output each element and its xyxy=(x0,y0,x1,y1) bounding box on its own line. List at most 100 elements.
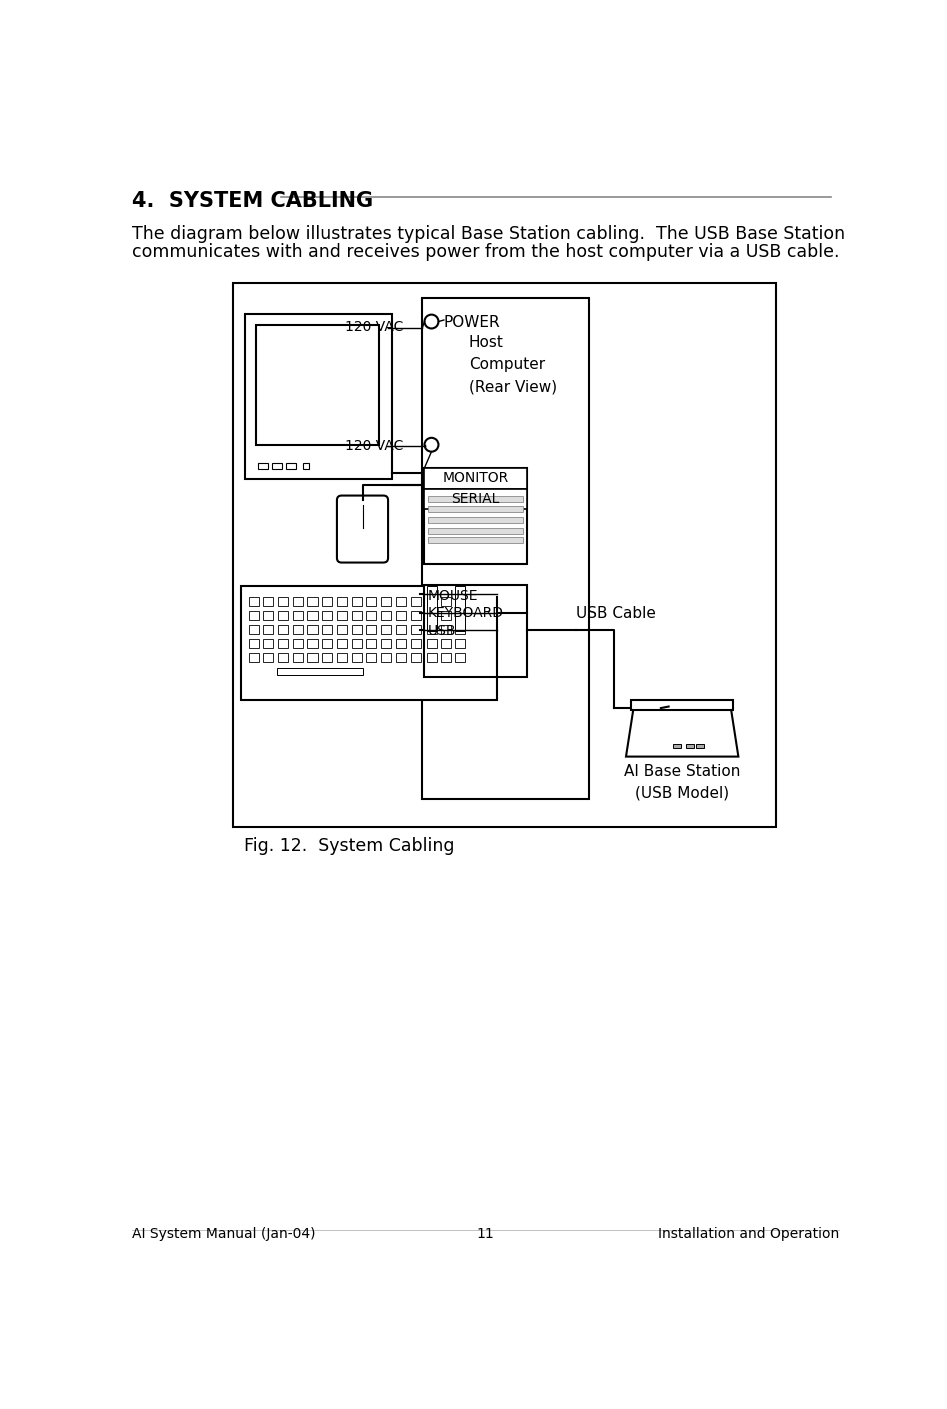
Bar xyxy=(263,626,274,634)
Bar xyxy=(278,626,288,634)
Text: POWER: POWER xyxy=(444,314,501,330)
Text: MONITOR: MONITOR xyxy=(442,471,509,485)
Bar xyxy=(396,652,406,662)
Bar xyxy=(322,597,332,606)
Bar xyxy=(337,597,347,606)
Bar xyxy=(322,638,332,648)
Bar xyxy=(308,638,317,648)
Bar xyxy=(248,597,259,606)
Bar xyxy=(272,464,282,469)
Bar xyxy=(411,652,420,662)
Bar xyxy=(381,612,391,620)
Bar xyxy=(440,626,451,634)
Circle shape xyxy=(424,314,438,328)
Bar xyxy=(233,283,776,827)
Bar xyxy=(381,652,391,662)
Text: 120 VAC: 120 VAC xyxy=(346,438,403,452)
Bar xyxy=(427,638,437,648)
Bar xyxy=(423,585,527,678)
Bar xyxy=(303,464,309,469)
Bar xyxy=(263,652,274,662)
Bar xyxy=(278,597,288,606)
Bar xyxy=(455,597,465,606)
Bar xyxy=(248,626,259,634)
Bar xyxy=(396,597,406,606)
Bar xyxy=(337,612,347,620)
Bar xyxy=(411,612,420,620)
Bar xyxy=(263,612,274,620)
Bar xyxy=(351,612,362,620)
Bar xyxy=(366,652,377,662)
Text: Fig. 12.  System Cabling: Fig. 12. System Cabling xyxy=(244,837,455,855)
Bar xyxy=(244,314,392,479)
Bar xyxy=(277,668,363,675)
Text: 4.  SYSTEM CABLING: 4. SYSTEM CABLING xyxy=(133,190,373,210)
Bar xyxy=(440,638,451,648)
Bar xyxy=(293,652,303,662)
Bar xyxy=(427,586,437,631)
Bar xyxy=(366,612,377,620)
Bar xyxy=(396,638,406,648)
Bar xyxy=(686,744,694,748)
Bar xyxy=(423,489,527,510)
Bar xyxy=(351,652,362,662)
Bar xyxy=(455,612,465,620)
Bar xyxy=(440,597,451,606)
Text: USB: USB xyxy=(428,624,456,638)
Bar xyxy=(428,506,523,513)
Bar xyxy=(427,612,437,620)
Bar xyxy=(248,652,259,662)
Bar xyxy=(278,652,288,662)
Text: AI System Manual (Jan-04): AI System Manual (Jan-04) xyxy=(133,1227,316,1241)
Bar xyxy=(322,652,332,662)
Bar xyxy=(286,464,295,469)
Bar xyxy=(440,652,451,662)
Bar xyxy=(455,626,465,634)
Bar xyxy=(411,597,420,606)
Bar xyxy=(257,325,379,445)
Bar xyxy=(672,744,681,748)
FancyBboxPatch shape xyxy=(337,496,388,562)
Text: 120 VAC: 120 VAC xyxy=(346,320,403,334)
Text: USB Cable: USB Cable xyxy=(576,606,655,621)
Bar xyxy=(411,638,420,648)
Bar xyxy=(428,537,523,544)
Bar xyxy=(396,612,406,620)
Bar xyxy=(428,528,523,534)
Bar xyxy=(366,626,377,634)
Bar xyxy=(351,597,362,606)
Bar xyxy=(308,652,317,662)
Text: communicates with and receives power from the host computer via a USB cable.: communicates with and receives power fro… xyxy=(133,242,840,261)
Bar xyxy=(396,626,406,634)
Bar xyxy=(422,299,589,799)
Bar xyxy=(351,626,362,634)
Bar xyxy=(423,468,527,564)
Bar xyxy=(427,626,437,634)
Bar xyxy=(411,626,420,634)
Bar xyxy=(263,638,274,648)
Bar xyxy=(366,638,377,648)
Bar xyxy=(381,626,391,634)
Bar xyxy=(455,652,465,662)
Bar xyxy=(293,638,303,648)
Bar xyxy=(322,626,332,634)
Text: SERIAL: SERIAL xyxy=(451,492,499,506)
Bar xyxy=(293,626,303,634)
Bar xyxy=(455,586,465,631)
Bar xyxy=(455,638,465,648)
Bar xyxy=(427,652,437,662)
Bar xyxy=(696,744,705,748)
Bar xyxy=(381,597,391,606)
Bar xyxy=(293,612,303,620)
Bar xyxy=(258,464,268,469)
Bar xyxy=(278,612,288,620)
Bar xyxy=(248,612,259,620)
Bar xyxy=(632,700,733,710)
Text: 11: 11 xyxy=(476,1227,493,1241)
Bar xyxy=(337,638,347,648)
Circle shape xyxy=(424,438,438,452)
Bar xyxy=(308,626,317,634)
Text: The diagram below illustrates typical Base Station cabling.  The USB Base Statio: The diagram below illustrates typical Ba… xyxy=(133,224,846,242)
Bar xyxy=(308,597,317,606)
Polygon shape xyxy=(626,706,739,757)
